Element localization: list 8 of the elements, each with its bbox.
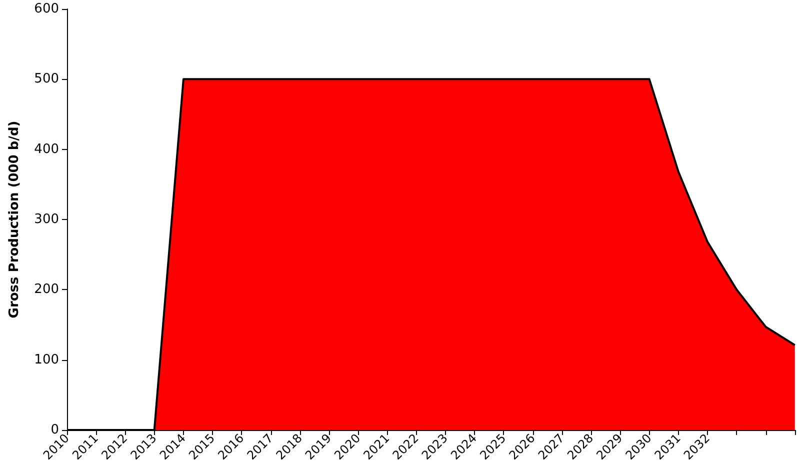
y-tick-label: 200 [34, 282, 59, 298]
y-tick-label: 600 [34, 2, 59, 16]
y-axis-title: Gross Production (000 b/d) [7, 120, 22, 318]
y-tick-label: 100 [34, 352, 59, 368]
y-tick-label: 400 [34, 142, 59, 157]
y-tick-label: 300 [34, 212, 59, 227]
y-tick-label: 0 [50, 422, 59, 438]
y-tick-label: 500 [34, 72, 59, 87]
